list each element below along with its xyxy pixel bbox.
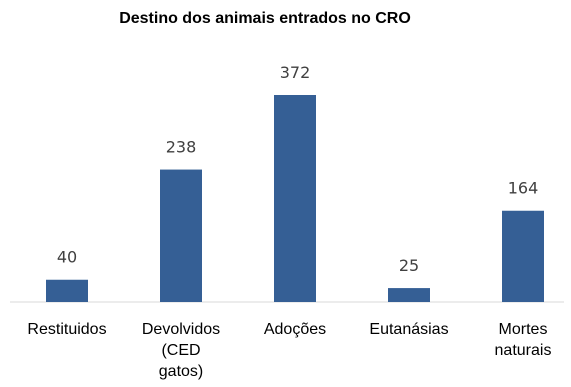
- category-label-0: Restituidos: [27, 321, 106, 338]
- category-label-4-line-1: naturais: [495, 342, 552, 359]
- category-label-1-line-2: gatos): [159, 363, 203, 380]
- value-label-4: 164: [508, 179, 539, 198]
- category-label-1-line-1: (CED: [161, 342, 200, 359]
- bar-0: [46, 279, 88, 302]
- category-label-3: Eutanásias: [369, 321, 448, 338]
- category-label-1: Devolvidos (CED gatos): [142, 321, 220, 380]
- bars-group: [46, 95, 544, 302]
- category-labels-group: Restituidos Devolvidos (CED gatos) Adoções Eu…: [27, 321, 551, 380]
- value-label-1: 238: [166, 138, 197, 157]
- bar-4: [502, 210, 544, 302]
- category-label-2: Adoções: [264, 321, 326, 338]
- bar-1: [160, 169, 202, 302]
- category-label-0-line-0: Restituidos: [27, 321, 106, 338]
- bar-3: [388, 288, 430, 302]
- bar-2: [274, 95, 316, 302]
- category-label-2-line-0: Adoções: [264, 321, 326, 338]
- chart-title: Destino dos animais entrados no CRO: [119, 10, 411, 27]
- category-label-1-line-0: Devolvidos: [142, 321, 220, 338]
- value-label-2: 372: [280, 63, 311, 82]
- category-label-3-line-0: Eutanásias: [369, 321, 448, 338]
- value-label-3: 25: [399, 256, 419, 275]
- value-labels-group: 40 238 372 25 164: [57, 63, 538, 275]
- category-label-4-line-0: Mortes: [499, 321, 548, 338]
- value-label-0: 40: [57, 248, 77, 267]
- category-label-4: Mortes naturais: [495, 321, 552, 359]
